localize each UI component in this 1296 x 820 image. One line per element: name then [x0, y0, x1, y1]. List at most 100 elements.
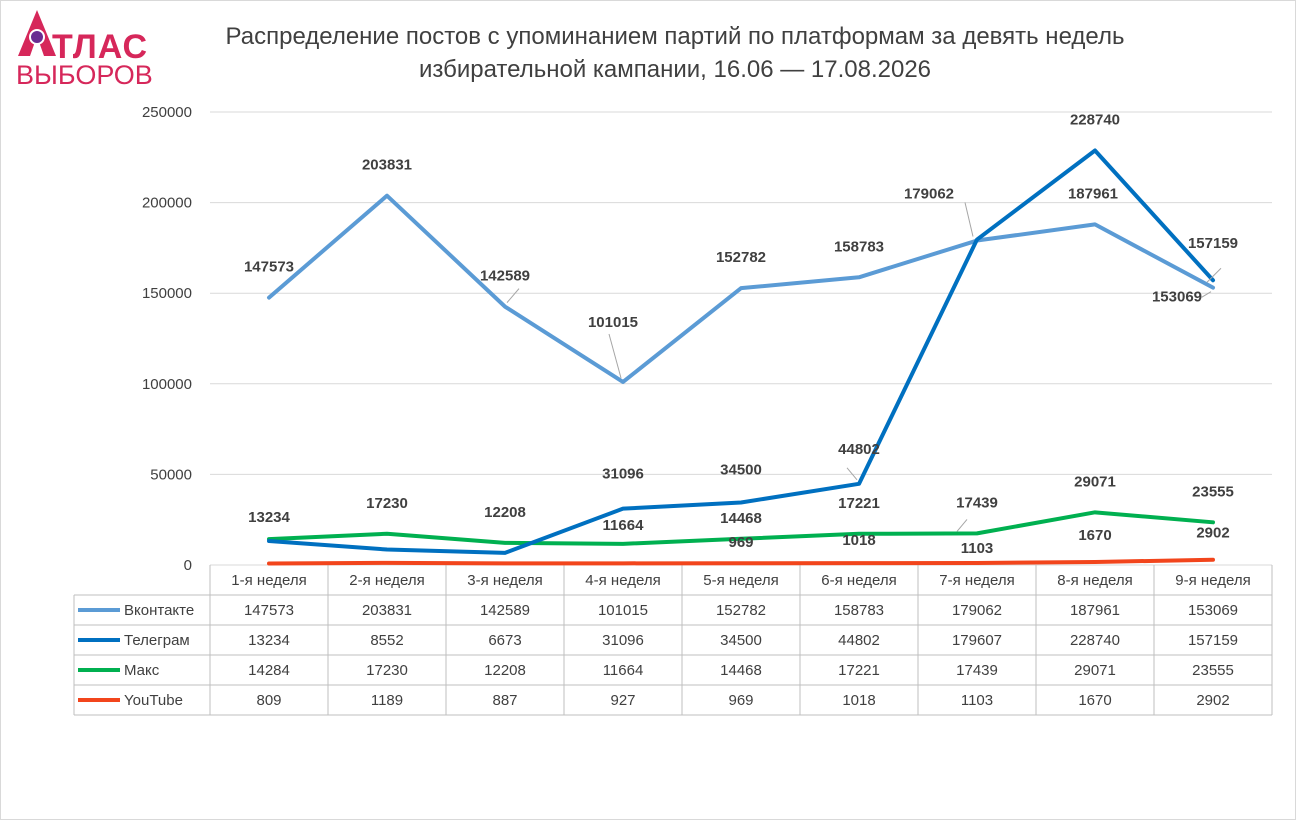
category-label: 4-я неделя — [585, 572, 660, 589]
table-cell: 1018 — [842, 692, 875, 709]
table-cell: 1103 — [961, 692, 993, 709]
category-label: 2-я неделя — [349, 572, 424, 589]
table-cell: 23555 — [1192, 662, 1234, 679]
y-tick-label: 0 — [184, 557, 192, 574]
table-cell: 969 — [728, 692, 753, 709]
data-label: 142589 — [480, 268, 530, 285]
data-label: 13234 — [248, 509, 290, 526]
data-label: 31096 — [602, 466, 644, 483]
chart-title-line1: Распределение постов с упоминанием парти… — [225, 23, 1125, 50]
data-label: 203831 — [362, 157, 412, 174]
table-cell: 44802 — [838, 632, 880, 649]
leader-line — [608, 333, 622, 379]
logo-rocket-icon — [18, 10, 56, 56]
table-cell: 17221 — [838, 662, 880, 679]
table-cell: 11664 — [603, 662, 644, 679]
category-label: 9-я неделя — [1175, 572, 1250, 589]
table-cell: 809 — [256, 692, 281, 709]
leader-line — [506, 288, 520, 303]
category-label: 7-я неделя — [939, 572, 1014, 589]
table-cell: 8552 — [370, 632, 403, 649]
data-label: 1670 — [1078, 527, 1111, 544]
table-cell: 887 — [492, 692, 517, 709]
category-label: 6-я неделя — [821, 572, 896, 589]
chart-title: Распределение постов с упоминанием парти… — [150, 20, 1200, 86]
category-label: 1-я неделя — [231, 572, 306, 589]
data-label: 153069 — [1152, 289, 1202, 306]
data-label: 17230 — [366, 495, 408, 512]
logo-text-bottom: ВЫБОРОВ — [16, 60, 153, 90]
leader-line — [964, 202, 974, 237]
table-cell: 147573 — [244, 602, 294, 619]
table-cell: 17230 — [366, 662, 408, 679]
table-cell: 12208 — [484, 662, 526, 679]
table-cell: 203831 — [362, 602, 412, 619]
table-cell: 1189 — [371, 692, 403, 709]
leader-line — [1200, 291, 1212, 299]
data-label: 152782 — [716, 249, 766, 266]
y-tick-label: 150000 — [142, 285, 192, 302]
table-cell: 158783 — [834, 602, 884, 619]
data-label: 34500 — [720, 461, 762, 478]
table-cell: 101015 — [598, 602, 648, 619]
data-label: 12208 — [484, 504, 526, 521]
y-tick-label: 100000 — [142, 376, 192, 393]
data-label: 29071 — [1074, 473, 1116, 490]
data-label: 228740 — [1070, 112, 1120, 129]
legend-label: Макс — [124, 662, 160, 679]
table-cell: 1670 — [1078, 692, 1111, 709]
logo-text-top: ТЛАС — [52, 28, 149, 66]
data-label: 1018 — [842, 532, 875, 549]
y-tick-label: 50000 — [150, 466, 192, 483]
table-cell: 14284 — [248, 662, 290, 679]
table-cell: 2902 — [1196, 692, 1229, 709]
data-label: 157159 — [1188, 235, 1238, 252]
data-label: 1103 — [961, 540, 994, 557]
atlas-logo: ТЛАС ВЫБОРОВ — [14, 10, 153, 90]
data-label: 17439 — [956, 494, 998, 511]
table-cell: 31096 — [602, 632, 644, 649]
table-cell: 228740 — [1070, 632, 1120, 649]
data-label: 179062 — [904, 186, 954, 203]
y-tick-label: 250000 — [142, 104, 192, 121]
table-cell: 179062 — [952, 602, 1002, 619]
legend-label: YouTube — [124, 692, 183, 709]
category-label: 8-я неделя — [1057, 572, 1132, 589]
legend-label: Телеграм — [124, 632, 190, 649]
leader-line — [846, 467, 858, 481]
data-label: 44802 — [838, 441, 880, 458]
data-label: 101015 — [588, 314, 638, 331]
chart-title-line2: избирательной кампании, 16.06 — 17.08.20… — [418, 56, 932, 83]
table-cell: 6673 — [488, 632, 521, 649]
category-label: 3-я неделя — [467, 572, 542, 589]
table-cell: 29071 — [1074, 662, 1116, 679]
table-cell: 927 — [610, 692, 635, 709]
data-label: 147573 — [244, 259, 294, 276]
category-label: 5-я неделя — [703, 572, 778, 589]
series-line — [267, 193, 1215, 384]
table-cell: 187961 — [1070, 602, 1120, 619]
series-line — [267, 557, 1215, 566]
data-label: 158783 — [834, 238, 884, 255]
table-cell: 17439 — [956, 662, 998, 679]
legend-label: Вконтакте — [124, 602, 194, 619]
data-label: 17221 — [838, 495, 880, 512]
table-cell: 152782 — [716, 602, 766, 619]
table-cell: 153069 — [1188, 602, 1238, 619]
data-label: 14468 — [720, 510, 762, 527]
data-label: 2902 — [1196, 525, 1229, 542]
table-cell: 34500 — [720, 632, 762, 649]
data-label: 187961 — [1068, 185, 1118, 202]
y-tick-label: 200000 — [142, 195, 192, 212]
table-cell: 14468 — [720, 662, 762, 679]
table-cell: 13234 — [248, 632, 290, 649]
table-cell: 157159 — [1188, 632, 1238, 649]
leader-line — [1206, 267, 1222, 283]
table-cell: 179607 — [952, 632, 1002, 649]
data-label: 23555 — [1192, 483, 1234, 500]
data-label: 11664 — [603, 517, 645, 534]
series-line — [267, 510, 1215, 546]
series-line — [267, 148, 1215, 555]
table-cell: 142589 — [480, 602, 530, 619]
